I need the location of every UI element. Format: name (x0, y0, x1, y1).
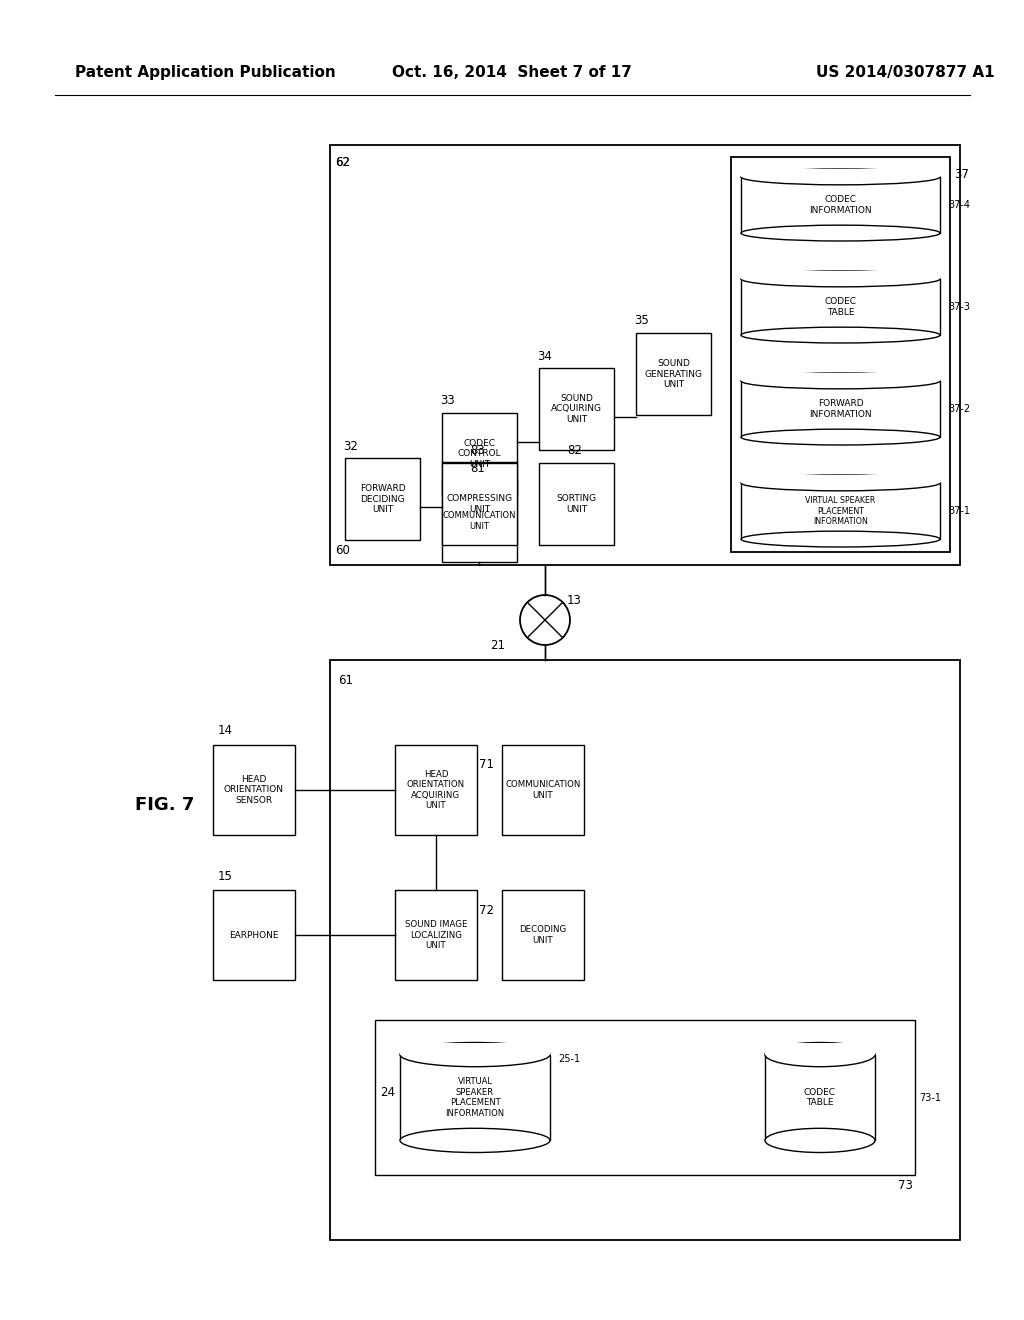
Bar (741, 475, 940, 483)
Text: 71: 71 (479, 759, 494, 771)
Text: SOUND
ACQUIRING
UNIT: SOUND ACQUIRING UNIT (551, 395, 602, 424)
Text: HEAD
ORIENTATION
ACQUIRING
UNIT: HEAD ORIENTATION ACQUIRING UNIT (407, 770, 465, 810)
Bar (330, 145, 961, 565)
Bar (502, 744, 584, 836)
Text: FORWARD
DECIDING
UNIT: FORWARD DECIDING UNIT (359, 484, 406, 513)
Text: 24: 24 (380, 1086, 395, 1100)
Text: HEAD
ORIENTATION
SENSOR: HEAD ORIENTATION SENSOR (224, 775, 284, 805)
Text: VIRTUAL
SPEAKER
PLACEMENT
INFORMATION: VIRTUAL SPEAKER PLACEMENT INFORMATION (445, 1077, 505, 1118)
Text: Patent Application Publication: Patent Application Publication (75, 65, 336, 79)
Bar (395, 890, 477, 979)
Text: 81: 81 (470, 462, 485, 474)
Ellipse shape (741, 374, 940, 389)
Text: COMMUNICATION
UNIT: COMMUNICATION UNIT (442, 511, 516, 531)
Bar (400, 1043, 550, 1055)
Bar (741, 169, 940, 177)
Text: 83: 83 (470, 445, 484, 458)
Bar (502, 890, 584, 979)
Ellipse shape (741, 226, 940, 242)
Text: SOUND
GENERATING
UNIT: SOUND GENERATING UNIT (644, 359, 702, 389)
Text: 15: 15 (218, 870, 232, 883)
Text: CODEC
INFORMATION: CODEC INFORMATION (809, 195, 871, 215)
Ellipse shape (741, 271, 940, 286)
Text: 13: 13 (567, 594, 582, 606)
Bar (330, 660, 961, 1239)
Bar (765, 1043, 874, 1055)
Bar (400, 1055, 550, 1140)
Text: COMMUNICATION
UNIT: COMMUNICATION UNIT (505, 780, 581, 800)
Bar (741, 279, 940, 335)
Bar (539, 368, 614, 450)
Text: 34: 34 (537, 350, 552, 363)
Text: 37-4: 37-4 (948, 201, 970, 210)
Text: VIRTUAL SPEAKER
PLACEMENT
INFORMATION: VIRTUAL SPEAKER PLACEMENT INFORMATION (805, 496, 876, 525)
Text: 61: 61 (338, 673, 353, 686)
Text: 62: 62 (335, 157, 350, 169)
Text: FORWARD
INFORMATION: FORWARD INFORMATION (809, 399, 871, 418)
Bar (636, 333, 711, 414)
Ellipse shape (765, 1043, 874, 1067)
Text: CODEC
TABLE: CODEC TABLE (824, 297, 856, 317)
Text: US 2014/0307877 A1: US 2014/0307877 A1 (816, 65, 995, 79)
Text: 73-1: 73-1 (919, 1093, 941, 1102)
Ellipse shape (741, 531, 940, 546)
Text: 33: 33 (440, 395, 455, 408)
Text: 37-1: 37-1 (948, 506, 970, 516)
Bar (213, 890, 295, 979)
Bar (741, 271, 940, 279)
Ellipse shape (765, 1129, 874, 1152)
Text: 21: 21 (490, 639, 505, 652)
Bar (345, 458, 420, 540)
Ellipse shape (741, 429, 940, 445)
Text: FIG. 7: FIG. 7 (135, 796, 195, 814)
Ellipse shape (741, 327, 940, 343)
Bar (731, 157, 950, 552)
Bar (442, 480, 517, 562)
Ellipse shape (400, 1129, 550, 1152)
Text: 14: 14 (218, 725, 233, 738)
Ellipse shape (741, 169, 940, 185)
Text: Oct. 16, 2014  Sheet 7 of 17: Oct. 16, 2014 Sheet 7 of 17 (392, 65, 632, 79)
Bar (741, 381, 940, 437)
Bar (395, 744, 477, 836)
Bar (213, 744, 295, 836)
Text: EARPHONE: EARPHONE (229, 931, 279, 940)
Text: 72: 72 (479, 903, 494, 916)
Ellipse shape (400, 1043, 550, 1067)
Text: 35: 35 (634, 314, 649, 327)
Text: 25-1: 25-1 (558, 1055, 581, 1064)
Text: 37: 37 (954, 169, 969, 181)
Text: SOUND IMAGE
LOCALIZING
UNIT: SOUND IMAGE LOCALIZING UNIT (404, 920, 467, 950)
Text: 37-2: 37-2 (948, 404, 970, 414)
Text: 32: 32 (343, 440, 357, 453)
Text: 73: 73 (898, 1179, 913, 1192)
Text: CODEC
CONTROL
UNIT: CODEC CONTROL UNIT (458, 440, 502, 469)
Text: 62: 62 (335, 157, 350, 169)
Bar (442, 413, 517, 495)
Bar (741, 177, 940, 234)
Text: CODEC
TABLE: CODEC TABLE (804, 1088, 836, 1107)
Bar (442, 463, 517, 545)
Text: 82: 82 (567, 445, 582, 458)
Bar (375, 1020, 915, 1175)
Text: DECODING
UNIT: DECODING UNIT (519, 925, 566, 945)
Text: SORTING
UNIT: SORTING UNIT (556, 494, 597, 513)
Bar (741, 374, 940, 381)
Text: 37-3: 37-3 (948, 302, 970, 312)
Bar (765, 1055, 874, 1140)
Bar (539, 463, 614, 545)
Text: COMPRESSING
UNIT: COMPRESSING UNIT (446, 494, 513, 513)
Text: 60: 60 (335, 544, 350, 557)
Ellipse shape (741, 475, 940, 491)
Bar (741, 483, 940, 539)
